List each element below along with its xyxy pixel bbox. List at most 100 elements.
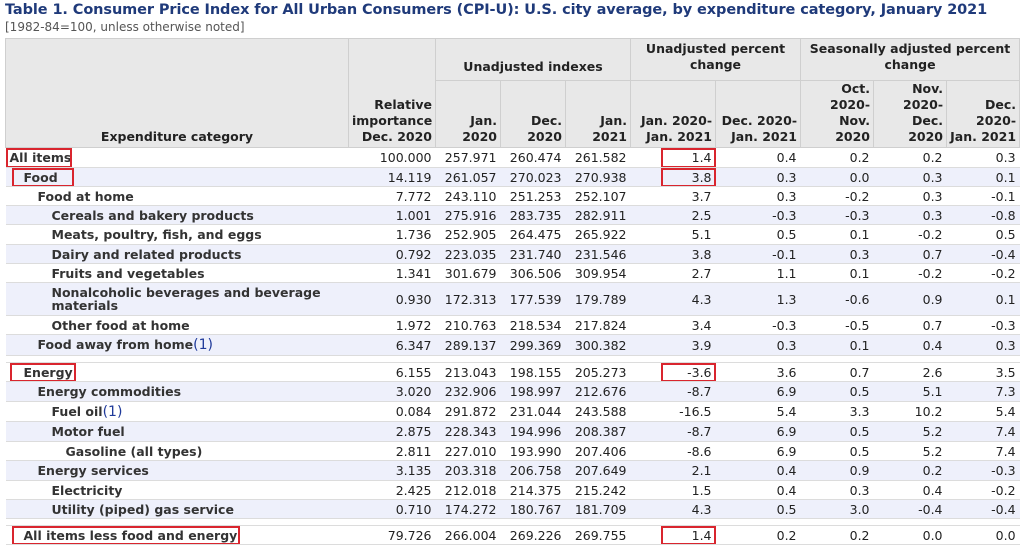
value-cell: 289.137 <box>435 334 501 356</box>
table-row: Fuel oil(1) 0.084 291.872 231.044 243.588 -16… <box>5 401 1020 422</box>
value-cell: 243.110 <box>435 186 501 206</box>
highlighted-value-cell: 1.4 <box>630 525 716 545</box>
value-cell: 269.755 <box>565 525 631 545</box>
value-cell: 0.4 <box>873 480 947 500</box>
highlighted-value-cell: 1.4 <box>630 147 716 168</box>
value-cell: 0.3 <box>800 480 874 500</box>
value-cell: 231.044 <box>500 401 566 422</box>
value-cell: 0.2 <box>715 525 801 545</box>
value-cell: 179.789 <box>565 282 631 316</box>
value-cell: 0.2 <box>873 460 947 481</box>
header-col: Nov. 2020- Dec. 2020 <box>873 80 948 148</box>
table-row: Other food at home 1.972 210.763 218.534 217… <box>5 315 1020 335</box>
value-cell: 207.406 <box>565 441 631 461</box>
table-title: Table 1. Consumer Price Index for All Ur… <box>5 2 988 18</box>
table-row: Energy commodities 3.020 232.906 198.997 212… <box>5 381 1020 402</box>
category-label: Energy services <box>37 463 149 478</box>
value-cell: 282.911 <box>565 205 631 225</box>
value-cell: 3.8 <box>630 244 716 264</box>
category-cell: Energy commodities <box>5 381 349 402</box>
category-label: Food at home <box>37 188 134 204</box>
category-cell: Other food at home <box>5 315 349 335</box>
table-row: Food 14.119 261.057 270.023 270.938 3.8 0.3 0.0… <box>5 167 1020 187</box>
category-label: Dairy and related products <box>51 246 242 262</box>
value-highlight-box <box>660 168 716 186</box>
value-cell: 2.1 <box>630 460 716 481</box>
value-cell: -0.1 <box>946 186 1020 206</box>
value-cell: 2.425 <box>348 480 436 500</box>
value-cell: 1.736 <box>348 224 436 245</box>
cpi-table: Expenditure category Relative importance… <box>5 38 1021 545</box>
category-label: All items less food and energy <box>23 527 238 543</box>
value-cell: 232.906 <box>435 381 501 402</box>
value-cell: 206.758 <box>500 460 566 481</box>
value-cell: 7.772 <box>348 186 436 206</box>
value-cell: 198.997 <box>500 381 566 402</box>
value-cell: 217.824 <box>565 315 631 335</box>
highlighted-value-cell: -3.6 <box>630 362 716 382</box>
footnote-link[interactable]: (1) <box>193 337 213 353</box>
value-cell: 0.1 <box>946 282 1020 316</box>
value-cell: 6.9 <box>715 441 801 461</box>
value-cell: 177.539 <box>500 282 566 316</box>
value-cell: 300.382 <box>565 334 631 356</box>
value-cell: 0.4 <box>715 480 801 500</box>
category-label: Fruits and vegetables <box>51 265 205 281</box>
value-cell: 172.313 <box>435 282 501 316</box>
value-cell: -0.3 <box>715 315 801 335</box>
value-cell: -16.5 <box>630 401 716 422</box>
value-cell: 6.347 <box>348 334 436 356</box>
value-cell: 283.735 <box>500 205 566 225</box>
value-cell: 2.7 <box>630 263 716 283</box>
value-cell: -0.4 <box>946 499 1020 519</box>
value-cell: 5.2 <box>873 421 947 442</box>
category-label: Nonalcoholic beverages and beverage mate… <box>51 285 321 313</box>
category-cell: Gasoline (all types) <box>5 441 349 461</box>
value-cell: 0.7 <box>800 362 874 382</box>
spacer-row <box>5 355 1020 363</box>
header-unadjusted-percent-change: Unadjusted percent change <box>630 38 802 81</box>
category-label: Meats, poultry, fish, and eggs <box>51 227 262 242</box>
value-cell: 0.1 <box>946 167 1020 187</box>
value-cell: 210.763 <box>435 315 501 335</box>
value-cell: 251.253 <box>500 186 566 206</box>
value-cell: 3.3 <box>800 401 874 422</box>
value-cell: -8.6 <box>630 441 716 461</box>
value-cell: 0.1 <box>800 263 874 283</box>
value-cell: 0.9 <box>873 282 947 316</box>
table-row: Energy services 3.135 203.318 206.758 207.64… <box>5 460 1020 481</box>
value-cell: 243.588 <box>565 401 631 422</box>
header-col: Jan. 2020- Jan. 2021 <box>630 80 717 148</box>
header-unadjusted-indexes: Unadjusted indexes <box>434 38 632 81</box>
value-cell: 0.5 <box>715 224 801 245</box>
value-cell: 6.9 <box>715 381 801 402</box>
footnote-link[interactable]: (1) <box>102 403 123 420</box>
value-cell: 261.057 <box>435 167 501 187</box>
value-cell: -0.2 <box>873 224 947 245</box>
value-cell: 0.4 <box>715 460 801 481</box>
category-label: Energy <box>23 364 73 380</box>
category-cell: Energy services <box>5 460 349 481</box>
category-cell: Cereals and bakery products <box>5 205 349 225</box>
table-row: Motor fuel 2.875 228.343 194.996 208.387 -8.7… <box>5 421 1020 442</box>
value-cell: 231.546 <box>565 244 631 264</box>
value-cell: 3.6 <box>715 362 801 382</box>
category-cell: Electricity <box>5 480 349 500</box>
table-row: Nonalcoholic beverages and beverage mate… <box>5 282 1020 316</box>
table-row: Cereals and bakery products 1.001 275.916 2… <box>5 205 1020 225</box>
value-cell: 0.5 <box>800 421 874 442</box>
value-cell: 5.1 <box>873 381 947 402</box>
value-cell: 1.341 <box>348 263 436 283</box>
value-cell: 270.938 <box>565 167 631 187</box>
table-row: Fruits and vegetables 1.341 301.679 306.506… <box>5 263 1020 283</box>
value-cell: 231.740 <box>500 244 566 264</box>
table-row: All items less food and energy 79.726 266.… <box>5 525 1020 545</box>
value-cell: 228.343 <box>435 421 501 442</box>
value-highlight-box <box>660 526 716 544</box>
value-cell: 0.3 <box>715 334 801 356</box>
table-row: Gasoline (all types) 2.811 227.010 193.990 2… <box>5 441 1020 461</box>
value-cell: -0.3 <box>946 315 1020 335</box>
value-cell: 4.3 <box>630 282 716 316</box>
value-cell: 203.318 <box>435 460 501 481</box>
value-cell: 0.2 <box>800 525 874 545</box>
